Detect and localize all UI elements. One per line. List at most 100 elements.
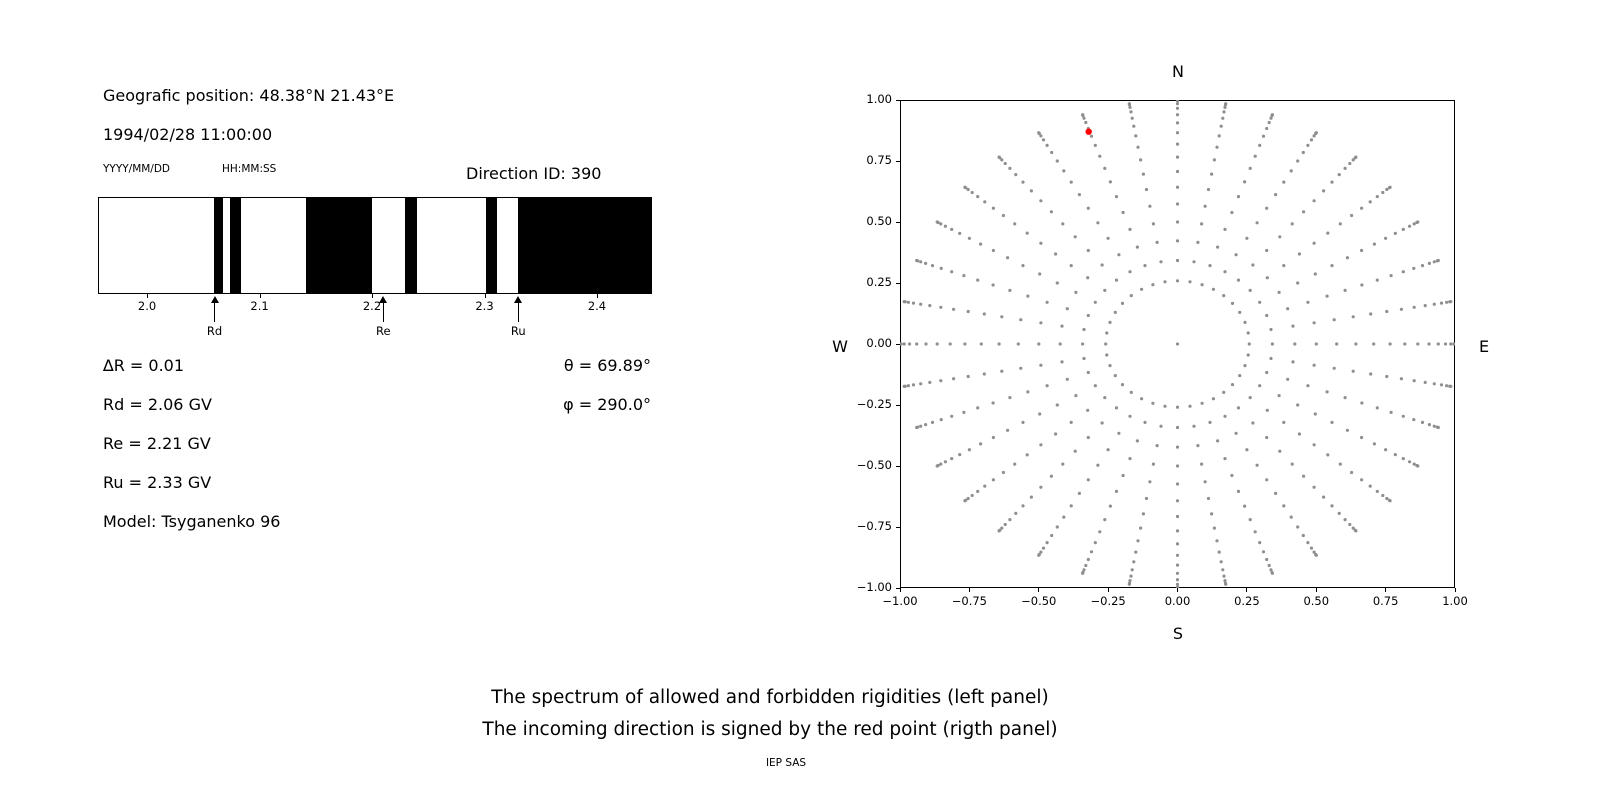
direction-dot bbox=[1001, 213, 1005, 218]
direction-dot bbox=[1134, 550, 1138, 554]
direction-dot bbox=[1093, 384, 1097, 388]
direction-dot bbox=[1401, 270, 1405, 274]
direction-dot bbox=[1108, 320, 1112, 324]
direction-dot bbox=[1314, 553, 1318, 557]
direction-dot bbox=[1445, 300, 1449, 304]
direction-dot bbox=[1054, 432, 1058, 436]
direction-dot bbox=[924, 342, 928, 346]
direction-dot bbox=[1423, 380, 1427, 384]
direction-dot bbox=[1055, 159, 1059, 163]
x-tick bbox=[1385, 588, 1387, 592]
direction-dot bbox=[1330, 504, 1334, 508]
direction-dot bbox=[1389, 274, 1393, 278]
forbidden-band bbox=[214, 198, 224, 293]
direction-dot bbox=[1200, 401, 1204, 405]
direction-dot bbox=[1127, 102, 1131, 106]
direction-dot bbox=[1016, 342, 1020, 346]
direction-dot bbox=[1029, 189, 1033, 193]
direction-dot bbox=[1175, 279, 1180, 283]
direction-dot bbox=[1129, 110, 1133, 114]
direction-dot bbox=[1265, 206, 1269, 210]
direction-dot bbox=[1449, 342, 1453, 346]
direction-dot bbox=[1296, 525, 1300, 529]
direction-dot bbox=[1084, 563, 1088, 568]
direction-scatter bbox=[900, 100, 1455, 588]
direction-dot bbox=[1134, 134, 1138, 138]
direction-dot bbox=[966, 496, 970, 501]
direction-dot bbox=[1306, 300, 1310, 304]
direction-dot bbox=[1148, 480, 1152, 484]
direction-dot bbox=[1360, 401, 1364, 405]
direction-dot bbox=[976, 195, 980, 199]
direction-dot bbox=[979, 242, 983, 246]
date-format-label: YYYY/MM/DD bbox=[103, 163, 171, 175]
forbidden-band bbox=[230, 198, 242, 293]
direction-dot bbox=[1372, 442, 1376, 446]
direction-dot bbox=[1151, 401, 1155, 405]
rd-value: Rd = 2.06 GV bbox=[103, 395, 212, 414]
direction-dot bbox=[991, 435, 995, 440]
direction-dot bbox=[902, 342, 906, 346]
direction-dot bbox=[1277, 290, 1281, 294]
direction-dot bbox=[1322, 189, 1326, 193]
direction-dot bbox=[1243, 364, 1247, 368]
direction-dot bbox=[962, 274, 966, 278]
x-tick bbox=[968, 588, 970, 592]
cutoff-label: Ru bbox=[510, 324, 526, 338]
direction-dot bbox=[1143, 264, 1147, 268]
direction-dot bbox=[907, 342, 912, 346]
direction-dot bbox=[1106, 448, 1110, 452]
ru-value: Ru = 2.33 GV bbox=[103, 473, 212, 492]
direction-dot bbox=[930, 420, 935, 424]
y-tick-label: −1.00 bbox=[856, 580, 892, 594]
direction-dot bbox=[976, 406, 980, 410]
direction-dot bbox=[1114, 406, 1119, 410]
direction-dot bbox=[948, 342, 952, 346]
direction-dot bbox=[1416, 342, 1420, 346]
direction-dot bbox=[906, 300, 910, 304]
direction-dot bbox=[1175, 202, 1180, 206]
direction-dot bbox=[1360, 248, 1364, 253]
direction-dot bbox=[1175, 106, 1180, 110]
direction-dot bbox=[1408, 460, 1412, 464]
direction-dot bbox=[1385, 374, 1389, 379]
direction-dot bbox=[1117, 253, 1121, 257]
direction-dot bbox=[915, 342, 919, 346]
direction-dot bbox=[1120, 383, 1125, 387]
direction-dot bbox=[1297, 252, 1301, 256]
direction-dot bbox=[1306, 384, 1310, 388]
direction-dot bbox=[1258, 143, 1262, 147]
direction-dot bbox=[1037, 342, 1041, 346]
direction-dot bbox=[1175, 239, 1180, 243]
direction-dot bbox=[1114, 278, 1119, 282]
direction-dot bbox=[952, 307, 956, 311]
direction-dot bbox=[1060, 324, 1064, 328]
direction-dot bbox=[1175, 499, 1180, 503]
direction-dot bbox=[1313, 272, 1317, 276]
direction-dot bbox=[1432, 424, 1436, 428]
direction-dot bbox=[1223, 227, 1227, 231]
direction-dot bbox=[1037, 131, 1041, 135]
direction-dot bbox=[1313, 412, 1317, 416]
direction-dot bbox=[1368, 484, 1372, 488]
direction-dot bbox=[1289, 169, 1293, 173]
direction-dot bbox=[1282, 504, 1286, 508]
direction-dot bbox=[1132, 124, 1136, 128]
direction-dot bbox=[1290, 462, 1294, 466]
direction-dot bbox=[1025, 453, 1029, 457]
delta-r-value: ∆R = 0.01 bbox=[103, 356, 185, 375]
direction-dot bbox=[1274, 193, 1278, 197]
direction-dot bbox=[1203, 204, 1207, 208]
direction-dot bbox=[1330, 264, 1334, 268]
direction-dot bbox=[1077, 193, 1081, 197]
x-tick-label: 0.50 bbox=[1303, 594, 1330, 608]
direction-dot bbox=[1436, 425, 1440, 430]
direction-dot bbox=[1436, 258, 1440, 263]
direction-dot bbox=[924, 261, 928, 265]
direction-dot bbox=[1412, 266, 1416, 270]
direction-dot bbox=[1388, 342, 1392, 346]
direction-dot bbox=[1354, 155, 1358, 159]
direction-dot bbox=[1251, 421, 1255, 425]
direction-dot bbox=[1060, 360, 1064, 364]
direction-dot bbox=[1203, 480, 1207, 484]
